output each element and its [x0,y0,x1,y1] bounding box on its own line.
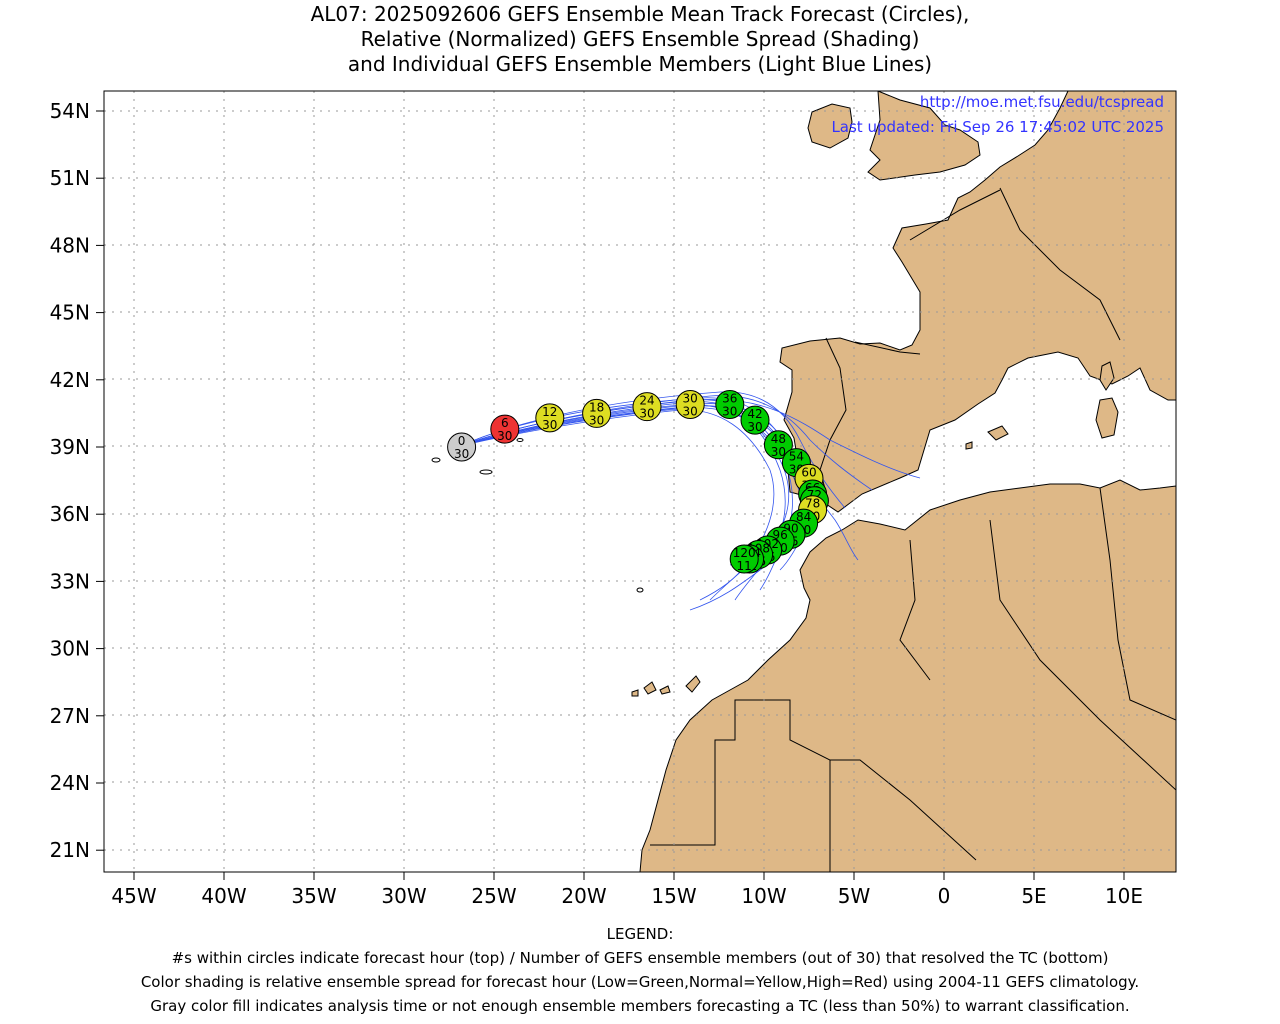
track-circle [763,430,793,460]
lon-tick-label: 5W [838,884,871,908]
forecast-hour: 24 [639,394,654,408]
forecast-hour: 120 [733,546,756,560]
forecast-hour: 18 [589,400,604,414]
land-sardinia [1095,397,1119,439]
member-count: 30 [497,429,512,443]
land-canary-4 [631,689,639,697]
land-central-europe [779,91,1176,513]
azores-islands [431,438,644,593]
track-circle [447,432,477,462]
legend-line-3: Gray color fill indicates analysis time … [150,997,1130,1015]
country-borders [650,187,1176,872]
track-circle [675,389,705,419]
longitude-axis: 45W 40W 35W 30W 25W 20W 15W 10W 5W 0 5E 10E [111,872,1143,908]
lat-tick-label: 39N [50,435,90,459]
lat-tick-label: 51N [50,166,90,190]
lat-tick-label: 45N [50,301,90,325]
grid-lines [104,91,1176,872]
plot-frame [103,90,1177,873]
chart-title-line3: and Individual GEFS Ensemble Members (Li… [347,52,933,76]
member-count: 30 [722,404,737,418]
forecast-hour: 48 [771,432,786,446]
forecast-hour: 60 [801,465,816,479]
lon-tick-label: 40W [201,884,246,908]
track-circle [632,392,662,422]
lat-tick-label: 21N [50,838,90,862]
land-canary-1 [685,675,701,693]
member-count: 30 [639,407,654,421]
legend-line-1: #s within circles indicate forecast hour… [171,949,1109,967]
chart-title-line1: AL07: 2025092606 GEFS Ensemble Mean Trac… [310,2,970,26]
track-point: 030 [447,432,477,462]
track-circle [729,544,759,574]
lon-tick-label: 15W [651,884,696,908]
track-circle [490,414,520,444]
lon-tick-label: 10E [1105,884,1143,908]
member-count: 11 [737,559,752,573]
member-count: 30 [454,447,469,461]
chart-title-line2: Relative (Normalized) GEFS Ensemble Spre… [360,27,920,51]
last-updated-text: Last updated: Fri Sep 26 17:45:02 UTC 20… [831,118,1164,136]
forecast-hour: 0 [458,434,466,448]
lon-tick-label: 30W [381,884,426,908]
land-mallorca [987,425,1009,441]
land-great-britain [867,91,981,181]
member-count: 30 [683,404,698,418]
lat-tick-label: 30N [50,637,90,661]
lat-tick-label: 54N [50,99,90,123]
lat-tick-label: 27N [50,704,90,728]
member-count: 30 [771,445,786,459]
legend-heading: LEGEND: [606,925,674,943]
forecast-hour: 84 [796,510,811,524]
lat-tick-label: 42N [50,368,90,392]
credit-url[interactable]: http://moe.met.fsu.edu/tcspread [919,93,1164,111]
track-circle [582,398,612,428]
forecast-hour: 78 [805,497,820,511]
land-corsica [1099,361,1115,391]
member-count: 30 [747,420,762,434]
forecast-hour: 30 [683,391,698,405]
track-circle [715,389,745,419]
land-canary-3 [643,681,657,695]
forecast-hour: 42 [747,407,762,421]
forecast-hour: 12 [542,405,557,419]
land-masses [631,91,1176,872]
lon-tick-label: 45W [111,884,156,908]
track-circle [740,405,770,435]
land-north-africa [639,479,1176,872]
forecast-hour: 6 [501,416,509,430]
land-canary-2 [659,685,671,695]
lat-tick-label: 48N [50,233,90,257]
land-ireland [807,103,853,149]
member-count: 30 [589,413,604,427]
lon-tick-label: 20W [561,884,606,908]
member-count: 30 [542,418,557,432]
latitude-axis: 54N 51N 48N 45N 42N 39N 36N 33N 30N 27N 24N 21N [50,99,104,862]
legend-line-2: Color shading is relative ensemble sprea… [140,973,1140,991]
lon-tick-label: 0 [938,884,951,908]
lat-tick-label: 36N [50,502,90,526]
lon-tick-label: 10W [741,884,786,908]
lat-tick-label: 24N [50,771,90,795]
lon-tick-label: 25W [471,884,516,908]
track-point: 630 [490,414,520,444]
forecast-hour: 36 [722,391,737,405]
track-circle [535,403,565,433]
lat-tick-label: 33N [50,569,90,593]
forecast-hour: 54 [789,450,804,464]
lon-tick-label: 35W [291,884,336,908]
lon-tick-label: 5E [1021,884,1046,908]
